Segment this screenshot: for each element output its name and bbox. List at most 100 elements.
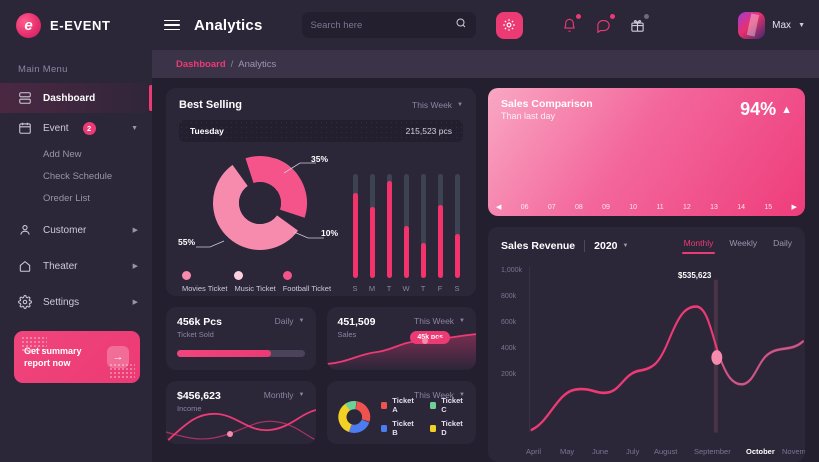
bar-track	[369, 174, 375, 278]
ticket-sold-progress-bar	[177, 350, 305, 357]
revenue-tabs: Monthly Weekly Daily	[681, 238, 792, 254]
sidebar-item-theater[interactable]: Theater ▶	[0, 251, 152, 281]
year-dropdown[interactable]: 2020 ▼	[594, 240, 628, 252]
sales-revenue-chart: 1,000k 800k 600k 400k 200k $535,623	[488, 261, 805, 462]
dropdown-value: Daily	[274, 316, 294, 326]
dropdown-value: This Week	[414, 390, 455, 400]
chevron-right-icon[interactable]: ▶	[132, 227, 138, 234]
axis-label: 10	[629, 203, 638, 211]
promo-line-1: Get summary	[24, 345, 82, 356]
tab-weekly[interactable]: Weekly	[729, 238, 758, 248]
ticket-sold-card: 456k Pcs Ticket Sold Daily ▼	[166, 307, 316, 370]
chevron-down-icon[interactable]: ▼	[131, 124, 138, 132]
x-axis-label: November	[782, 447, 805, 456]
scroll-left-icon[interactable]: ◀	[496, 204, 502, 211]
bar-column: F	[435, 174, 445, 293]
x-axis-label-active: October	[746, 447, 775, 456]
search-icon[interactable]	[455, 16, 467, 34]
arrow-right-icon[interactable]: →	[107, 346, 129, 368]
donut-label-55: 55%	[178, 237, 196, 247]
legend-item-ticket-b: Ticket B	[381, 419, 418, 437]
legend-label: Ticket C	[441, 396, 463, 414]
chevron-down-icon[interactable]: ▼	[798, 21, 805, 29]
income-sparkline	[166, 409, 316, 443]
bar-track	[437, 174, 443, 278]
bell-icon[interactable]	[559, 13, 582, 36]
search-input[interactable]	[310, 19, 449, 31]
y-axis-label: 200k	[501, 371, 517, 378]
legend-item: Football Ticket	[282, 271, 331, 293]
settings-gear-button[interactable]	[495, 11, 523, 39]
breadcrumb: Dashboard / Analytics	[152, 50, 819, 78]
best-selling-weekday-bars: S M T W T F S	[344, 146, 466, 293]
promo-text: Get summary report now	[24, 345, 96, 369]
chevron-down-icon: ▼	[459, 392, 465, 398]
stat-value: $456,623	[177, 390, 221, 402]
legend-item: Music Ticket	[234, 271, 276, 293]
sidebar-subitem-add-new[interactable]: Add New	[43, 148, 82, 160]
bar-track	[403, 174, 409, 278]
sidebar: e E-EVENT Main Menu Dashboard Event 2 ▼ …	[0, 0, 152, 462]
legend-item-ticket-c: Ticket C	[430, 396, 467, 414]
ticket-type-card: This Week ▼	[326, 381, 476, 444]
sidebar-item-event[interactable]: Event 2 ▼	[0, 113, 152, 143]
x-axis-label: August	[654, 447, 678, 456]
stat-label: Sales	[337, 330, 357, 339]
tab-monthly[interactable]: Monthly	[681, 238, 716, 254]
legend-color-swatch	[430, 401, 437, 409]
dot-pattern-decoration	[109, 363, 135, 379]
progress-fill	[177, 350, 272, 357]
x-axis-label: May	[560, 447, 575, 456]
legend-item: Movies Ticket	[182, 271, 227, 293]
chat-badge-dot	[608, 13, 616, 20]
legend-label: Music Ticket	[234, 284, 276, 293]
sidebar-item-dashboard[interactable]: Dashboard	[0, 83, 152, 113]
breadcrumb-separator: /	[230, 58, 234, 70]
legend-label: Ticket B	[392, 419, 414, 437]
bar-track	[454, 174, 460, 278]
legend-color-swatch	[430, 424, 437, 432]
x-axis-label: April	[526, 447, 542, 456]
profile-menu[interactable]: Max ▼	[738, 11, 805, 39]
breadcrumb-parent[interactable]: Dashboard	[176, 58, 226, 70]
bar-track	[352, 174, 358, 278]
best-selling-day-row: Tuesday 215,523 pcs	[179, 120, 463, 142]
legend-label: Movies Ticket	[182, 284, 228, 293]
income-range-dropdown[interactable]: Monthly ▼	[264, 390, 305, 400]
page-title: Analytics	[194, 16, 263, 34]
calendar-icon	[18, 121, 32, 135]
sidebar-subitem-order-list[interactable]: Oreder List	[43, 192, 90, 204]
sidebar-item-settings[interactable]: Settings ▶	[0, 287, 152, 317]
bar-column: M	[367, 174, 377, 293]
bell-badge-dot	[574, 13, 582, 20]
main-area: Analytics	[152, 0, 819, 462]
brand-logo-icon: e	[16, 12, 41, 38]
ticket-sold-range-dropdown[interactable]: Daily ▼	[275, 316, 305, 326]
sidebar-subitem-check-schedule[interactable]: Check Schedule	[43, 170, 113, 182]
chat-icon[interactable]	[593, 13, 616, 36]
chevron-right-icon[interactable]: ▶	[132, 299, 138, 306]
brand[interactable]: e E-EVENT	[0, 0, 152, 50]
chevron-right-icon[interactable]: ▶	[132, 263, 138, 270]
user-icon	[18, 223, 32, 237]
gift-icon[interactable]	[627, 13, 650, 36]
stat-row-bottom: $456,623 Income Monthly ▼	[166, 381, 476, 444]
best-selling-range-dropdown[interactable]: This Week ▼	[412, 100, 463, 110]
sales-range-dropdown[interactable]: This Week ▼	[414, 316, 465, 326]
card-title: Sales Revenue	[501, 240, 576, 252]
hamburger-menu-icon[interactable]	[164, 19, 180, 31]
ticket-type-range-dropdown[interactable]: This Week ▼	[414, 390, 465, 400]
tab-daily[interactable]: Daily	[773, 238, 792, 248]
summary-report-promo-card[interactable]: Get summary report now →	[14, 331, 140, 383]
best-selling-legend: Movies Ticket Music Ticket Football Tick…	[176, 269, 344, 293]
legend-color-swatch	[381, 401, 388, 409]
bar-column: S	[350, 174, 360, 293]
bar-label: M	[368, 284, 376, 293]
brand-name: E-EVENT	[50, 17, 111, 33]
search-box[interactable]	[301, 12, 476, 38]
scroll-right-icon[interactable]: ▶	[791, 204, 797, 211]
bar-label: T	[386, 284, 392, 293]
dashboard-icon	[18, 91, 32, 105]
sidebar-item-customer[interactable]: Customer ▶	[0, 215, 152, 245]
legend-color-dot	[234, 271, 244, 280]
